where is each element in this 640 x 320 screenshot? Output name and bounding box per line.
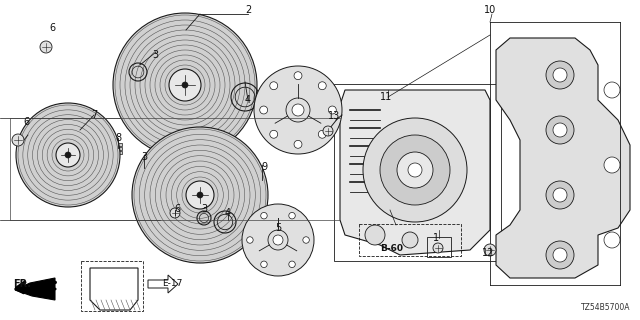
Circle shape (546, 61, 574, 89)
Circle shape (553, 248, 567, 262)
Text: 9: 9 (261, 162, 267, 172)
Circle shape (289, 261, 295, 268)
Circle shape (408, 163, 422, 177)
Circle shape (182, 82, 188, 88)
Circle shape (260, 212, 268, 219)
Circle shape (65, 152, 71, 158)
Text: 12: 12 (482, 248, 494, 258)
Circle shape (318, 130, 326, 138)
Polygon shape (340, 90, 490, 255)
Circle shape (363, 118, 467, 222)
Polygon shape (15, 278, 55, 300)
Text: E-17: E-17 (162, 279, 182, 289)
Text: B-60: B-60 (381, 244, 403, 252)
Circle shape (197, 192, 203, 198)
Circle shape (380, 135, 450, 205)
Circle shape (254, 66, 342, 154)
Circle shape (323, 126, 333, 136)
Circle shape (546, 181, 574, 209)
Circle shape (604, 82, 620, 98)
Text: 3: 3 (152, 50, 158, 60)
Circle shape (318, 82, 326, 90)
Circle shape (553, 188, 567, 202)
Polygon shape (496, 38, 630, 278)
Text: 7: 7 (91, 110, 97, 120)
Text: 4: 4 (245, 95, 251, 105)
Circle shape (484, 244, 496, 256)
Circle shape (56, 143, 80, 167)
Text: 6: 6 (23, 117, 29, 127)
Text: 5: 5 (275, 223, 281, 233)
Circle shape (397, 152, 433, 188)
Bar (110, 147, 122, 150)
Bar (110, 151, 122, 154)
Circle shape (242, 204, 314, 276)
Text: 8: 8 (115, 133, 121, 143)
Text: 1: 1 (433, 233, 439, 243)
Circle shape (16, 103, 120, 207)
Text: TZ54B5700A: TZ54B5700A (580, 303, 630, 312)
Circle shape (402, 232, 418, 248)
Circle shape (113, 13, 257, 157)
Circle shape (289, 212, 295, 219)
Circle shape (365, 225, 385, 245)
Circle shape (546, 116, 574, 144)
Circle shape (294, 140, 302, 148)
Circle shape (40, 41, 52, 53)
Circle shape (246, 237, 253, 243)
Circle shape (260, 106, 268, 114)
Text: FR.: FR. (13, 279, 31, 289)
Text: 6: 6 (174, 204, 180, 214)
Bar (110, 143, 122, 146)
Circle shape (553, 123, 567, 137)
Circle shape (303, 237, 309, 243)
Circle shape (169, 69, 201, 101)
Text: 2: 2 (245, 5, 251, 15)
Circle shape (270, 130, 278, 138)
Circle shape (546, 241, 574, 269)
Text: 10: 10 (484, 5, 496, 15)
FancyArrowPatch shape (16, 285, 55, 293)
Circle shape (186, 181, 214, 209)
Circle shape (170, 208, 180, 218)
Circle shape (270, 82, 278, 90)
Circle shape (553, 68, 567, 82)
Circle shape (273, 235, 283, 245)
Text: 3: 3 (201, 204, 207, 214)
Circle shape (292, 104, 304, 116)
Circle shape (294, 72, 302, 80)
Text: 4: 4 (225, 208, 231, 218)
Text: 11: 11 (380, 92, 392, 102)
Circle shape (328, 106, 336, 114)
Circle shape (433, 243, 443, 253)
Polygon shape (148, 275, 178, 293)
Circle shape (260, 261, 268, 268)
Text: 3: 3 (141, 152, 147, 162)
Circle shape (604, 232, 620, 248)
Text: 6: 6 (49, 23, 55, 33)
Text: 13: 13 (328, 111, 340, 121)
Circle shape (604, 157, 620, 173)
Circle shape (12, 134, 24, 146)
Circle shape (132, 127, 268, 263)
